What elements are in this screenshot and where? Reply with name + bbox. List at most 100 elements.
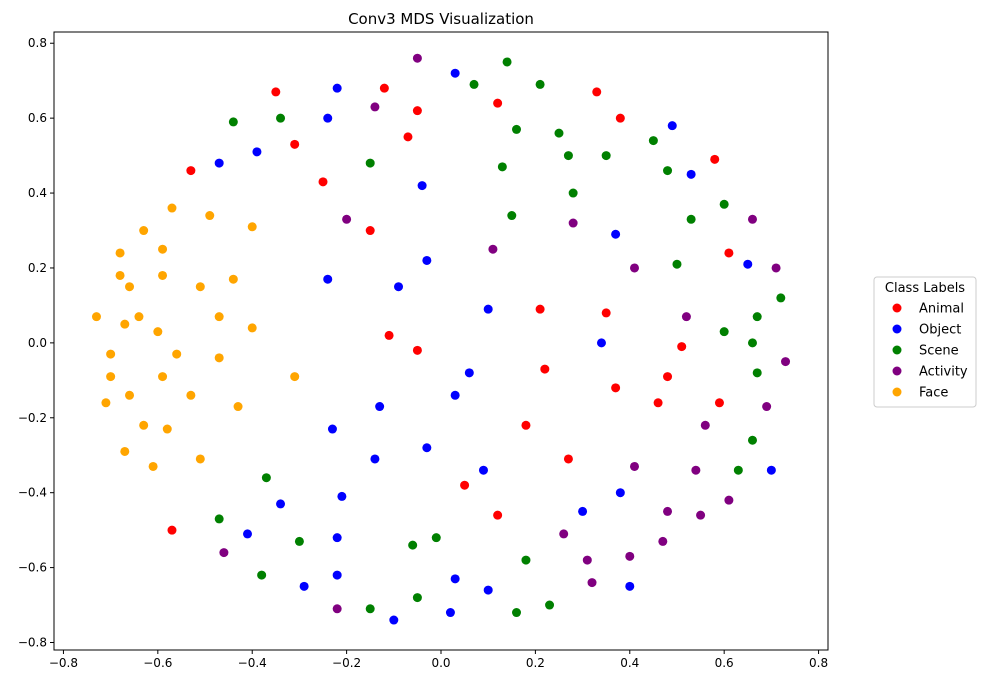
scene-point — [648, 136, 658, 146]
activity-point — [771, 263, 781, 273]
face-point — [115, 248, 125, 258]
activity-point — [691, 465, 701, 475]
object-point — [450, 390, 460, 400]
face-point — [195, 454, 205, 464]
y-tick-label: −0.4 — [18, 486, 47, 500]
activity-point — [587, 578, 597, 588]
object-point — [478, 465, 488, 475]
activity-point — [663, 506, 673, 516]
animal-point — [724, 248, 734, 258]
scene-point — [261, 473, 271, 483]
object-point — [389, 615, 399, 625]
animal-point — [167, 525, 177, 535]
activity-point — [696, 510, 706, 520]
face-point — [186, 390, 196, 400]
scene-point — [747, 435, 757, 445]
face-point — [162, 424, 172, 434]
y-tick-label: 0.6 — [28, 111, 47, 125]
x-tick-label: 0.4 — [620, 656, 639, 670]
animal-point — [493, 510, 503, 520]
animal-point — [365, 226, 375, 236]
animal-point — [318, 177, 328, 187]
scene-point — [545, 600, 555, 610]
animal-point — [710, 154, 720, 164]
face-point — [148, 461, 158, 471]
face-point — [205, 211, 215, 221]
y-tick-label: 0.0 — [28, 336, 47, 350]
activity-point — [568, 218, 578, 228]
scene-point — [568, 188, 578, 198]
scene-point — [507, 211, 517, 221]
object-point — [327, 424, 337, 434]
animal-point — [271, 87, 281, 97]
activity-point — [488, 244, 498, 254]
activity-point — [559, 529, 569, 539]
scene-point — [663, 166, 673, 176]
object-point — [323, 274, 333, 284]
animal-point — [460, 480, 470, 490]
object-point — [323, 113, 333, 123]
animal-point — [403, 132, 413, 142]
legend-marker — [892, 324, 902, 334]
x-tick-label: −0.2 — [332, 656, 361, 670]
y-axis: −0.8 −0.6 −0.4 −0.2 0.0 0.2 0.4 0.6 0.8 — [18, 36, 54, 650]
object-point — [615, 488, 625, 498]
object-point — [243, 529, 252, 539]
activity-point — [412, 53, 422, 63]
face-point — [125, 390, 135, 400]
face-point — [115, 270, 125, 280]
object-point — [417, 181, 427, 191]
animal-point — [535, 304, 545, 314]
object-point — [483, 304, 493, 314]
legend-marker — [892, 387, 902, 397]
scene-point — [747, 338, 757, 348]
scene-point — [521, 555, 531, 565]
activity-point — [724, 495, 734, 505]
animal-point — [379, 83, 389, 93]
scene-point — [719, 199, 729, 209]
animal-point — [412, 106, 422, 116]
face-point — [158, 270, 168, 280]
legend-title: Class Labels — [885, 281, 965, 296]
data-points — [91, 53, 791, 625]
y-tick-label: 0.8 — [28, 36, 47, 50]
object-point — [332, 570, 342, 580]
y-tick-label: 0.2 — [28, 261, 47, 275]
object-point — [483, 585, 493, 595]
chart-title: Conv3 MDS Visualization — [348, 10, 534, 28]
x-tick-label: 0.0 — [431, 656, 450, 670]
object-point — [299, 581, 309, 591]
face-point — [120, 319, 130, 329]
object-point — [625, 581, 635, 591]
face-point — [228, 274, 238, 284]
animal-point — [563, 454, 573, 464]
animal-point — [677, 342, 687, 352]
scene-point — [776, 293, 786, 303]
face-point — [214, 312, 224, 322]
scene-point — [408, 540, 418, 550]
activity-point — [681, 312, 691, 322]
animal-point — [384, 330, 394, 340]
plot-frame — [53, 31, 829, 651]
face-point — [106, 349, 116, 359]
activity-point — [630, 263, 639, 273]
face-point — [214, 353, 224, 363]
activity-point — [700, 420, 710, 430]
face-point — [139, 226, 149, 236]
object-point — [422, 255, 432, 265]
scene-point — [469, 79, 479, 89]
object-point — [332, 533, 342, 543]
object-point — [667, 121, 677, 131]
object-point — [337, 491, 347, 501]
scene-point — [512, 124, 522, 134]
face-point — [91, 312, 101, 322]
x-tick-label: 0.6 — [715, 656, 734, 670]
animal-point — [601, 308, 611, 318]
scene-point — [431, 533, 441, 543]
legend-label: Face — [919, 386, 948, 401]
object-point — [686, 169, 696, 179]
scene-point — [228, 117, 238, 127]
animal-point — [493, 98, 503, 108]
face-point — [134, 312, 144, 322]
